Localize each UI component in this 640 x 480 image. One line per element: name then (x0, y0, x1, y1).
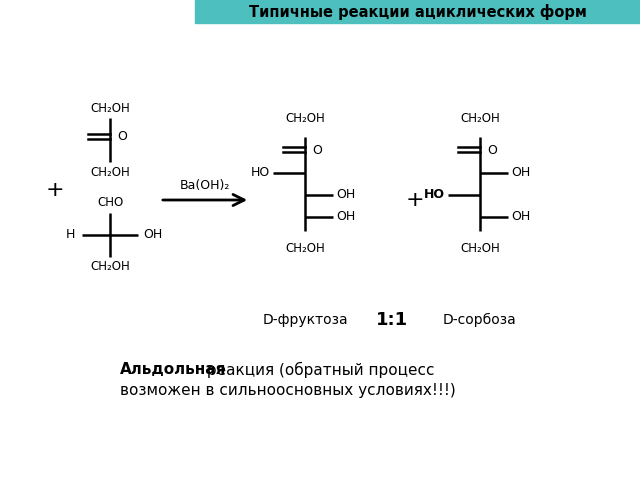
Text: +: + (406, 190, 424, 210)
Text: O: O (487, 144, 497, 156)
Text: CH₂OH: CH₂OH (460, 112, 500, 125)
Text: Ba(OH)₂: Ba(OH)₂ (180, 179, 230, 192)
Text: HO: HO (251, 167, 270, 180)
Text: D-сорбоза: D-сорбоза (443, 313, 517, 327)
Text: H: H (66, 228, 75, 241)
Text: CH₂OH: CH₂OH (285, 242, 325, 255)
Text: реакция (обратный процесс: реакция (обратный процесс (202, 362, 435, 378)
Text: OH: OH (511, 211, 531, 224)
Text: O: O (312, 144, 322, 156)
Text: OH: OH (143, 228, 163, 241)
Text: Альдольная: Альдольная (120, 362, 227, 377)
Text: CH₂OH: CH₂OH (90, 261, 130, 274)
Text: HO: HO (424, 189, 445, 202)
Text: OH: OH (511, 167, 531, 180)
Text: O: O (117, 131, 127, 144)
Text: CH₂OH: CH₂OH (285, 112, 325, 125)
Text: Типичные реакции ациклических форм: Типичные реакции ациклических форм (249, 4, 587, 20)
Text: 1:1: 1:1 (376, 311, 408, 329)
Text: CHO: CHO (97, 196, 123, 209)
Text: +: + (45, 180, 64, 200)
Text: OH: OH (336, 189, 355, 202)
FancyBboxPatch shape (195, 0, 640, 23)
Text: D-фруктоза: D-фруктоза (262, 313, 348, 327)
Text: CH₂OH: CH₂OH (460, 242, 500, 255)
Text: CH₂OH: CH₂OH (90, 166, 130, 179)
Text: CH₂OH: CH₂OH (90, 101, 130, 115)
Text: OH: OH (336, 211, 355, 224)
Text: возможен в сильноосновных условиях!!!): возможен в сильноосновных условиях!!!) (120, 383, 456, 397)
